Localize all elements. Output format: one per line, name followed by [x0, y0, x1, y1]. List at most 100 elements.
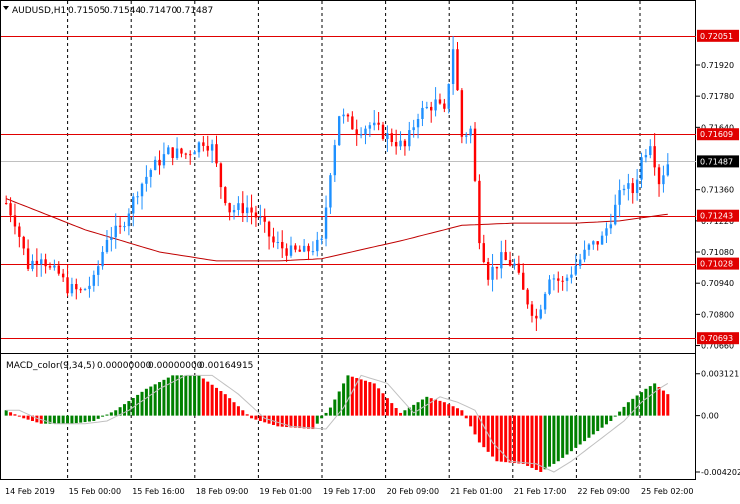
candle-body[interactable]: [574, 265, 577, 275]
candle-body[interactable]: [403, 140, 407, 147]
candle-body[interactable]: [294, 245, 297, 250]
candle-body[interactable]: [618, 190, 621, 205]
candle-body[interactable]: [456, 49, 459, 91]
candle-body[interactable]: [627, 183, 630, 189]
candle-body[interactable]: [35, 260, 39, 264]
candle-body[interactable]: [153, 159, 157, 171]
candle-body[interactable]: [9, 203, 12, 216]
candle-body[interactable]: [390, 133, 393, 143]
candle-body[interactable]: [158, 159, 161, 166]
candle-body[interactable]: [53, 265, 56, 268]
candle-body[interactable]: [351, 116, 354, 130]
candle-body[interactable]: [666, 164, 670, 176]
candle-body[interactable]: [40, 259, 43, 264]
candle-body[interactable]: [517, 263, 521, 273]
candle-body[interactable]: [171, 147, 174, 158]
candle-body[interactable]: [644, 155, 648, 158]
candle-body[interactable]: [4, 203, 8, 205]
candle-body[interactable]: [61, 273, 65, 278]
candle-body[interactable]: [88, 285, 91, 290]
candle-body[interactable]: [565, 277, 569, 281]
candle-body[interactable]: [434, 99, 437, 111]
candle-body[interactable]: [18, 226, 21, 237]
candle-body[interactable]: [324, 207, 328, 239]
candle-body[interactable]: [140, 183, 144, 197]
candle-body[interactable]: [430, 106, 433, 111]
candle-body[interactable]: [557, 278, 560, 281]
candle-body[interactable]: [653, 146, 656, 168]
candle-body[interactable]: [622, 188, 626, 191]
candle-body[interactable]: [132, 196, 135, 214]
candle-body[interactable]: [416, 118, 420, 128]
candle-body[interactable]: [263, 217, 266, 222]
candle-body[interactable]: [425, 106, 429, 108]
candle-body[interactable]: [583, 249, 586, 260]
candle-body[interactable]: [478, 180, 481, 244]
candle-body[interactable]: [552, 278, 556, 280]
candle-body[interactable]: [215, 144, 218, 164]
candle-body[interactable]: [44, 259, 47, 267]
candle-body[interactable]: [114, 225, 117, 238]
candle-body[interactable]: [110, 237, 113, 240]
candle-body[interactable]: [75, 284, 78, 290]
candle-body[interactable]: [285, 248, 288, 256]
candle-body[interactable]: [473, 128, 477, 181]
candle-body[interactable]: [631, 183, 634, 194]
candle-body[interactable]: [460, 90, 464, 137]
candle-body[interactable]: [587, 244, 591, 250]
candle-body[interactable]: [149, 170, 152, 177]
candle-body[interactable]: [311, 251, 315, 253]
candle-body[interactable]: [316, 239, 319, 252]
candle-body[interactable]: [495, 266, 499, 269]
candle-body[interactable]: [245, 207, 249, 214]
candle-body[interactable]: [136, 196, 139, 198]
candle-body[interactable]: [548, 279, 551, 294]
candle-body[interactable]: [259, 217, 262, 219]
candle-body[interactable]: [333, 145, 337, 176]
candle-body[interactable]: [13, 215, 17, 227]
candle-body[interactable]: [307, 245, 310, 252]
candle-body[interactable]: [57, 265, 60, 274]
candle-body[interactable]: [561, 280, 564, 282]
candle-body[interactable]: [298, 249, 301, 252]
candle-body[interactable]: [101, 251, 104, 267]
candle-body[interactable]: [649, 146, 652, 156]
candle-body[interactable]: [486, 261, 490, 280]
candle-body[interactable]: [167, 147, 170, 155]
candle-body[interactable]: [184, 153, 188, 155]
candle-body[interactable]: [368, 125, 372, 129]
candle-body[interactable]: [438, 99, 442, 104]
candle-body[interactable]: [193, 152, 196, 155]
candle-body[interactable]: [500, 252, 503, 269]
candle-body[interactable]: [92, 274, 96, 286]
candle-body[interactable]: [272, 236, 275, 243]
candle-body[interactable]: [97, 266, 100, 275]
candle-body[interactable]: [145, 176, 148, 184]
candle-body[interactable]: [609, 224, 613, 229]
candle-body[interactable]: [210, 144, 214, 151]
candle-body[interactable]: [386, 133, 389, 139]
candle-body[interactable]: [482, 243, 485, 262]
candle-body[interactable]: [535, 315, 538, 319]
candle-body[interactable]: [570, 274, 573, 278]
candle-body[interactable]: [123, 226, 126, 228]
candle-body[interactable]: [491, 266, 494, 280]
candle-body[interactable]: [421, 107, 424, 119]
candle-body[interactable]: [513, 263, 516, 266]
candle-body[interactable]: [412, 127, 415, 131]
candle-body[interactable]: [320, 238, 323, 240]
candle-body[interactable]: [206, 145, 209, 151]
candle-body[interactable]: [451, 49, 455, 84]
candle-body[interactable]: [373, 122, 376, 126]
candle-body[interactable]: [224, 187, 227, 204]
candle-body[interactable]: [79, 289, 82, 291]
candle-body[interactable]: [600, 235, 604, 245]
candle-body[interactable]: [522, 272, 525, 290]
candle-body[interactable]: [83, 289, 87, 291]
candle-body[interactable]: [657, 167, 661, 185]
candle-body[interactable]: [219, 163, 223, 188]
candle-body[interactable]: [469, 128, 472, 136]
candle-body[interactable]: [70, 284, 74, 294]
